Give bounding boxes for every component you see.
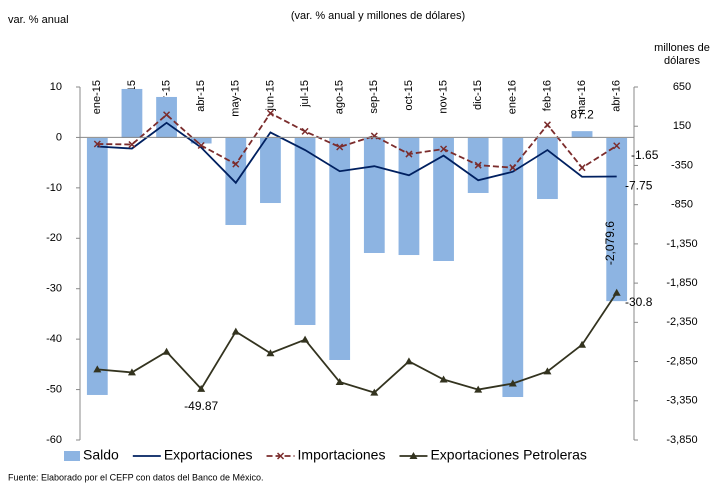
bar — [121, 88, 143, 138]
marker — [301, 127, 309, 135]
marker — [543, 367, 552, 375]
marker — [266, 349, 275, 357]
marker — [509, 164, 517, 172]
legend-label: Importaciones — [298, 447, 386, 463]
y2-tick-label: 650 — [673, 81, 691, 93]
y2-axis-label: millones de dólares — [654, 42, 710, 67]
y-axis-label: var. % anual — [8, 14, 69, 26]
legend-label: Exportaciones Petroleras — [430, 447, 586, 463]
x-tick-label: feb-16 — [541, 80, 553, 111]
marker — [197, 384, 206, 392]
marker — [93, 140, 101, 148]
bar — [571, 131, 593, 138]
marker — [370, 388, 379, 396]
x-tick-label: abr-16 — [611, 80, 623, 112]
y2-tick-label: -3,350 — [666, 395, 697, 407]
bar — [294, 137, 316, 326]
x-tick-label: oct-15 — [403, 80, 415, 111]
x-tick-label: jun-15 — [264, 80, 276, 112]
legend-marker — [277, 452, 285, 460]
x-tick-label: dic-15 — [472, 80, 484, 110]
marker — [128, 140, 136, 149]
data-label: -7.75 — [625, 179, 653, 193]
y2-tick-label: -1,850 — [666, 277, 697, 289]
marker — [232, 160, 240, 168]
y2-tick-label: 150 — [673, 120, 691, 132]
bar — [329, 137, 351, 360]
marker — [508, 379, 517, 387]
y2-tick-label: -3,850 — [666, 434, 697, 446]
x-tick-label: ago-15 — [334, 80, 346, 114]
x-tick-label: jul-15 — [299, 80, 311, 108]
y2-tick-label: -2,850 — [666, 355, 697, 367]
marker — [439, 375, 448, 383]
line — [97, 112, 618, 169]
marker — [612, 288, 621, 296]
y-tick-label: -40 — [46, 333, 62, 345]
y2-tick-label: -350 — [671, 159, 693, 171]
legend-label: Saldo — [83, 447, 119, 463]
marker — [266, 109, 274, 117]
data-label: -49.87 — [184, 399, 218, 413]
marker — [404, 357, 413, 365]
bar — [398, 137, 420, 256]
bar — [260, 137, 281, 204]
bar — [606, 137, 628, 302]
marker — [578, 340, 587, 348]
marker — [405, 150, 413, 158]
bar — [190, 137, 212, 144]
marker — [93, 365, 102, 373]
marker — [162, 347, 171, 355]
marker — [474, 161, 482, 169]
marker — [440, 145, 448, 153]
y-tick-label: -50 — [46, 383, 62, 395]
legend-label: Exportaciones — [164, 447, 253, 463]
y-tick-label: -20 — [46, 232, 62, 244]
marker — [163, 111, 171, 119]
source: Fuente: Elaborado por el CEFP con datos … — [8, 472, 264, 482]
marker — [474, 385, 483, 393]
bar — [433, 137, 454, 261]
marker — [578, 164, 586, 172]
chart-title: (var. % anual y millones de dólares) — [291, 10, 465, 22]
data-label: -2,079.6 — [603, 221, 617, 265]
marker — [301, 335, 310, 343]
y-tick-label: -10 — [46, 182, 62, 194]
marker — [336, 143, 344, 151]
bar — [537, 137, 558, 200]
bar — [156, 96, 177, 138]
line — [97, 292, 618, 394]
y-tick-label: -60 — [46, 434, 62, 446]
bar — [363, 137, 385, 253]
bar — [86, 137, 108, 395]
x-tick-label: may-15 — [230, 80, 242, 117]
marker — [543, 121, 551, 129]
legend-swatch — [64, 451, 80, 461]
x-tick-label: sep-15 — [368, 80, 380, 114]
y2-tick-label: -1,350 — [666, 238, 697, 250]
x-tick-label: nov-15 — [437, 80, 449, 114]
data-label: -1.65 — [631, 148, 659, 162]
y-tick-label: 10 — [50, 81, 62, 93]
marker — [231, 327, 240, 335]
x-tick-label: abr-15 — [195, 80, 207, 112]
marker — [127, 368, 136, 376]
y-tick-label: -30 — [46, 283, 62, 295]
y2-tick-label: -850 — [671, 199, 693, 211]
bar — [502, 137, 524, 398]
x-tick-label: ene-15 — [91, 80, 103, 114]
data-label: 87.2 — [570, 107, 594, 121]
legend-marker — [409, 452, 418, 459]
y2-tick-label: -2,350 — [666, 316, 697, 328]
data-label: -30.8 — [625, 295, 653, 309]
marker — [197, 141, 205, 150]
y-tick-label: 0 — [56, 131, 62, 143]
x-tick-label: ene-16 — [507, 80, 519, 114]
x-tick-label: mar-16 — [576, 80, 588, 115]
marker — [613, 142, 621, 150]
marker — [335, 378, 344, 386]
line — [97, 121, 617, 185]
